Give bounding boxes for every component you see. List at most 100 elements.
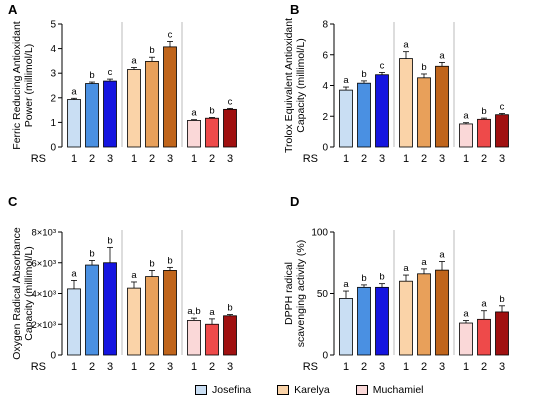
- x-tick-label: 2: [361, 361, 367, 373]
- x-tick-label: 2: [89, 361, 95, 373]
- significance-letter: b: [89, 248, 94, 259]
- panel-d: D DPPH radicalscavenging activity (%) 0 50 1…: [283, 194, 509, 373]
- bar: [477, 118, 491, 148]
- y-axis-label-line: Power (millimol/L): [23, 44, 35, 127]
- legend-label-karelya: Karelya: [294, 384, 330, 396]
- panel-letter: B: [290, 2, 299, 17]
- significance-letter: a: [71, 86, 77, 97]
- x-tick-label: 1: [131, 153, 137, 165]
- significance-letter: c: [108, 67, 113, 78]
- x-tick-label: 2: [481, 361, 487, 373]
- x-tick-label: 3: [107, 361, 113, 373]
- legend-label-muchamiel: Muchamiel: [372, 384, 424, 396]
- significance-letter: b: [421, 62, 426, 73]
- x-tick-label: 1: [191, 361, 197, 373]
- x-tick-label: 2: [361, 153, 367, 165]
- significance-letter: a: [131, 56, 137, 67]
- significance-letter: b: [107, 235, 112, 246]
- x-tick-label: 1: [403, 153, 409, 165]
- bar: [103, 80, 117, 148]
- x-tick-label: 3: [167, 153, 173, 165]
- y-tick-label: 100: [311, 228, 328, 239]
- y-tick-label: 2: [322, 112, 328, 123]
- panel-letter: D: [290, 194, 299, 209]
- bar: [435, 65, 449, 148]
- significance-letter: a: [439, 250, 445, 261]
- x-tick-label: 3: [439, 153, 445, 165]
- y-axis-label: Trolox Equivalent AntioxidantCapacity (m…: [283, 18, 307, 153]
- x-tick-label: 1: [343, 361, 349, 373]
- panel-a: A Ferric Reducing AntioxidantPower (milli…: [8, 2, 237, 165]
- x-tick-label: 1: [463, 153, 469, 165]
- significance-letter: b: [361, 273, 366, 284]
- significance-letter: b: [379, 272, 384, 283]
- bar: [375, 286, 389, 356]
- legend-swatch-karelya: [277, 385, 290, 395]
- legend-item-muchamiel: Muchamiel: [355, 384, 424, 396]
- bar: [339, 89, 353, 148]
- bar: [477, 318, 491, 356]
- y-tick-label: 6: [322, 50, 328, 61]
- bar: [357, 286, 371, 356]
- bar: [399, 280, 413, 356]
- y-axis-label-line: Trolox Equivalent Antioxidant: [283, 18, 295, 153]
- y-axis-label-line: Capacity (millimol/L): [23, 246, 35, 341]
- x-axis-label: RS: [303, 153, 318, 165]
- significance-letter: a: [481, 299, 487, 310]
- significance-letter: a: [71, 268, 77, 279]
- x-tick-label: 2: [209, 153, 215, 165]
- x-tick-label: 1: [403, 361, 409, 373]
- significance-letter: c: [500, 101, 505, 112]
- significance-letter: a: [191, 108, 197, 119]
- x-tick-label: 3: [499, 153, 505, 165]
- significance-letter: a: [403, 40, 409, 51]
- bar: [67, 288, 81, 356]
- bar: [205, 117, 219, 148]
- bar: [187, 320, 201, 356]
- significance-letter: b: [167, 255, 172, 266]
- panel-c: C Oxygen Radical AbsorbanceCapacity (mill…: [8, 194, 237, 373]
- bar: [85, 264, 99, 356]
- bar: [145, 60, 159, 148]
- legend: Josefina Karelya Muchamiel: [195, 382, 450, 398]
- x-tick-label: 2: [89, 153, 95, 165]
- significance-letter: b: [149, 45, 154, 56]
- x-axis-label: RS: [31, 153, 46, 165]
- x-tick-label: 1: [463, 361, 469, 373]
- y-tick-label: 5: [50, 20, 56, 31]
- y-tick-label: 0: [322, 143, 328, 154]
- significance-letter: a,b: [187, 306, 200, 317]
- significance-letter: b: [209, 105, 214, 116]
- significance-letter: a: [131, 270, 137, 281]
- y-axis-label: Ferric Reducing AntioxidantPower (millim…: [11, 21, 35, 149]
- y-tick-label: 4: [322, 81, 328, 92]
- y-tick-label: 4: [50, 44, 56, 55]
- x-tick-label: 2: [421, 153, 427, 165]
- panel-letter: A: [8, 2, 18, 17]
- significance-letter: a: [403, 263, 409, 274]
- y-tick-label: 3: [50, 69, 56, 80]
- legend-label-josefina: Josefina: [212, 384, 252, 396]
- bar: [417, 77, 431, 148]
- bar: [459, 123, 473, 148]
- significance-letter: a: [421, 257, 427, 268]
- bar: [495, 311, 509, 356]
- y-axis-label: Oxygen Radical AbsorbanceCapacity (milli…: [11, 227, 35, 360]
- y-axis-label-line: Oxygen Radical Absorbance: [11, 227, 23, 360]
- bar: [103, 262, 117, 356]
- y-tick-label: 8×10³: [31, 228, 56, 239]
- y-axis-label-line: scavenging activity (%): [295, 240, 307, 347]
- x-tick-label: 2: [149, 153, 155, 165]
- bar: [223, 108, 237, 148]
- bar: [399, 58, 413, 148]
- bar: [145, 276, 159, 356]
- y-tick-label: 2: [50, 93, 56, 104]
- x-tick-label: 3: [379, 153, 385, 165]
- y-tick-label: 8: [322, 20, 328, 31]
- y-tick-label: 6×10³: [31, 258, 56, 269]
- significance-letter: b: [499, 294, 504, 305]
- significance-letter: b: [149, 258, 154, 269]
- bar: [85, 83, 99, 148]
- x-tick-label: 3: [227, 153, 233, 165]
